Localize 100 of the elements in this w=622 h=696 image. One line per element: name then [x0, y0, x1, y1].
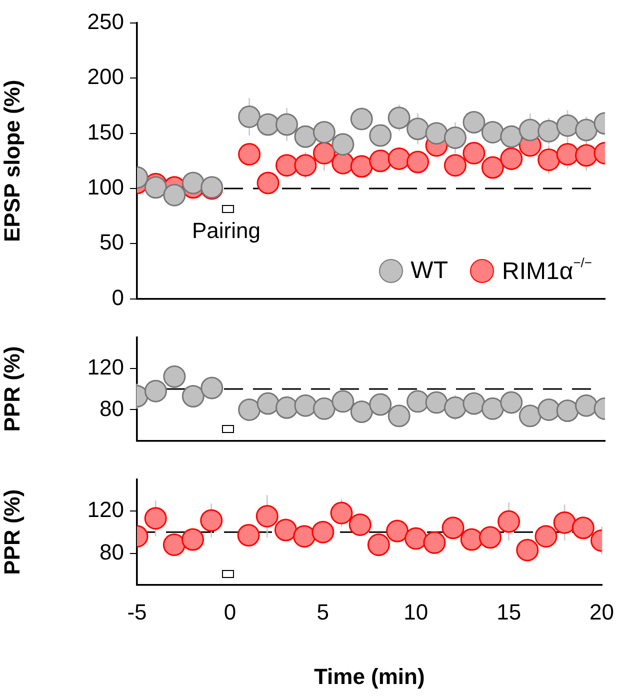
- point: [388, 147, 410, 170]
- legend-label: RIM1α$^{−/−}$: [502, 255, 592, 286]
- point: [182, 172, 204, 194]
- point: [386, 520, 409, 542]
- point: [369, 150, 392, 172]
- y-tick-label: 100: [87, 174, 124, 200]
- point: [462, 142, 486, 164]
- point: [293, 525, 316, 548]
- point: [444, 154, 466, 177]
- point: [481, 156, 504, 179]
- point: [200, 509, 223, 532]
- point: [276, 396, 298, 419]
- point: [144, 380, 167, 402]
- point: [238, 398, 261, 421]
- y-tick-label: 150: [87, 119, 124, 144]
- point: [478, 526, 502, 549]
- y-tick-label: 80: [100, 539, 124, 564]
- point: [388, 106, 410, 130]
- point: [481, 120, 504, 144]
- point: [276, 154, 298, 177]
- y-axis-title: PPR (%): [0, 489, 24, 575]
- point: [312, 120, 336, 144]
- point: [518, 118, 542, 142]
- point: [406, 390, 430, 413]
- y-axis-title: PPR (%): [0, 346, 24, 432]
- point: [350, 400, 373, 424]
- point: [404, 527, 428, 550]
- point: [144, 176, 167, 199]
- point: [575, 118, 598, 142]
- point: [369, 124, 392, 147]
- point: [516, 538, 539, 562]
- point: [256, 172, 280, 194]
- point: [294, 154, 317, 177]
- point: [462, 392, 486, 415]
- point: [182, 528, 204, 551]
- point: [460, 528, 483, 551]
- point: [312, 397, 336, 420]
- point: [369, 393, 392, 416]
- point: [500, 147, 523, 170]
- point: [350, 155, 373, 178]
- point: [444, 396, 466, 419]
- point: [388, 404, 410, 428]
- point: [425, 391, 448, 414]
- point: [406, 150, 430, 174]
- point: [556, 143, 579, 166]
- x-tick-label: 5: [316, 599, 330, 624]
- point: [312, 520, 334, 544]
- point: [348, 513, 372, 536]
- point: [572, 516, 594, 540]
- point: [553, 511, 576, 534]
- point: [238, 143, 261, 166]
- point: [575, 394, 598, 417]
- y-tick-label: 250: [87, 9, 124, 34]
- point: [256, 113, 280, 136]
- y-tick-label: 120: [87, 497, 124, 522]
- y-tick-label: 0: [112, 284, 124, 310]
- point: [182, 385, 204, 408]
- annotation: Pairing: [192, 218, 260, 244]
- y-axis-title: EPSP slope (%): [0, 80, 24, 242]
- y-tick-label: 80: [100, 396, 124, 421]
- legend-label: WT: [410, 256, 448, 284]
- point: [332, 390, 354, 413]
- point: [498, 510, 520, 533]
- point: [238, 106, 261, 128]
- point: [163, 184, 186, 206]
- x-tick-label: 0: [224, 599, 236, 624]
- point: [332, 133, 354, 156]
- point: [444, 126, 466, 149]
- point: [556, 400, 579, 422]
- point: [518, 404, 542, 428]
- point: [367, 534, 390, 556]
- point: [442, 516, 464, 540]
- point: [500, 125, 523, 148]
- y-tick-label: 200: [87, 64, 124, 90]
- point: [274, 518, 297, 542]
- point: [462, 111, 486, 134]
- point: [200, 376, 224, 400]
- x-tick-label: 20: [590, 599, 614, 624]
- point: [312, 142, 336, 164]
- point: [144, 507, 167, 530]
- y-tick-label: 120: [87, 354, 124, 380]
- point: [481, 397, 504, 420]
- point: [330, 502, 353, 524]
- x-tick-label: 15: [496, 599, 522, 624]
- point: [538, 148, 560, 172]
- x-tick-label: 10: [404, 599, 428, 624]
- x-tick-label: -5: [127, 599, 147, 624]
- point: [162, 534, 186, 556]
- point: [406, 118, 430, 140]
- point: [294, 125, 317, 148]
- point: [350, 108, 373, 130]
- y-tick-label: 50: [100, 230, 124, 255]
- point: [163, 365, 186, 388]
- point: [575, 144, 598, 167]
- x-axis-title: Time (min): [314, 664, 425, 690]
- point: [425, 122, 448, 145]
- point: [423, 531, 446, 554]
- point: [256, 504, 278, 528]
- point: [500, 391, 523, 414]
- point: [294, 394, 317, 417]
